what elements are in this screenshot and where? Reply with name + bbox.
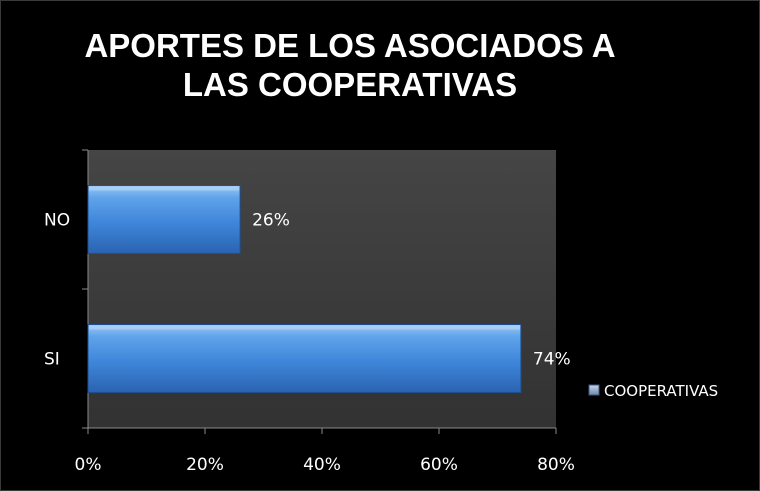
legend-swatch (588, 384, 600, 396)
bars-group (87, 185, 522, 393)
x-tick-label: 80% (537, 455, 575, 475)
x-tick-label: 40% (303, 455, 341, 475)
chart-title: APORTES DE LOS ASOCIADOS A LAS COOPERATI… (84, 27, 616, 103)
data-label: 74% (533, 350, 571, 370)
category-label: SI (44, 350, 60, 370)
legend: COOPERATIVAS (588, 382, 718, 400)
bar-highlight (89, 325, 520, 330)
bar-no (87, 185, 241, 254)
data-label: 26% (252, 211, 290, 231)
x-tick-label: 0% (75, 455, 102, 475)
x-tick-label: 60% (420, 455, 458, 475)
labels-group: 0% 20% 40% 60% 80% NO 26% SI 74% (44, 211, 575, 476)
x-tick-label: 20% (186, 455, 224, 475)
bar-si (87, 324, 522, 393)
category-label: NO (44, 211, 70, 231)
bar-highlight (89, 186, 240, 191)
legend-label: COOPERATIVAS (604, 382, 718, 400)
